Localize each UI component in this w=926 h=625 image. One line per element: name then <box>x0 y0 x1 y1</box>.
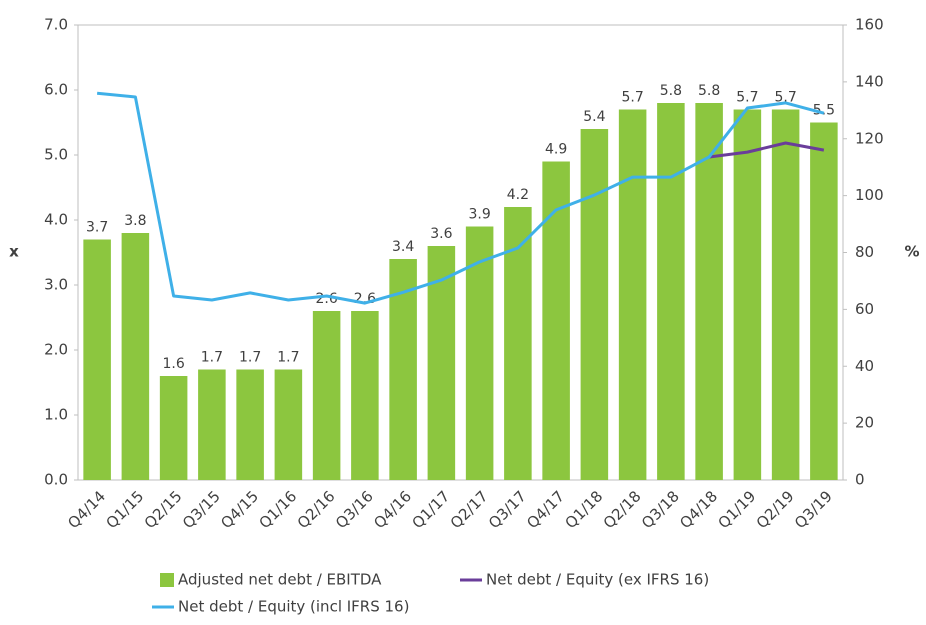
y-tick-label: 4.0 <box>44 211 68 229</box>
bar <box>312 311 341 480</box>
y-tick-label: 5.0 <box>44 146 68 164</box>
x-tick-label: Q2/19 <box>753 487 798 532</box>
y-tick-label: 7.0 <box>44 16 68 34</box>
y2-tick-label: 0 <box>855 471 865 489</box>
bar <box>618 109 647 480</box>
x-tick-label: Q1/17 <box>408 487 453 532</box>
line <box>96 91 825 305</box>
bar <box>236 369 264 480</box>
data-label: 1.7 <box>277 350 299 366</box>
bar <box>198 369 226 480</box>
x-tick-label: Q2/16 <box>294 487 339 532</box>
legend-label: Net debt / Equity (incl IFRS 16) <box>178 598 409 616</box>
data-label: 3.6 <box>430 226 452 242</box>
x-tick-label: Q3/16 <box>332 487 377 532</box>
x-tick-label: Q1/15 <box>102 487 147 532</box>
x-tick-label: Q4/15 <box>217 487 262 532</box>
data-label: 2.6 <box>315 291 337 307</box>
x-tick-label: Q3/19 <box>791 487 836 532</box>
plot-frame <box>77 24 844 481</box>
x-tick-label: Q1/18 <box>561 487 606 532</box>
bar <box>733 109 762 480</box>
data-label: 3.9 <box>468 207 490 223</box>
data-label: 1.6 <box>162 356 184 372</box>
x-tick-label: Q3/18 <box>638 487 683 532</box>
y2-tick-label: 80 <box>855 243 874 261</box>
data-label: 3.7 <box>86 220 108 236</box>
data-label: 4.9 <box>545 142 567 158</box>
x-tick-label: Q4/17 <box>523 487 568 532</box>
x-tick-label: Q2/18 <box>600 487 645 532</box>
y-tick-label: 2.0 <box>44 341 68 359</box>
data-label: 4.2 <box>507 187 529 203</box>
y2-tick-label: 60 <box>855 300 874 318</box>
bar <box>83 239 111 480</box>
data-label: 1.7 <box>239 350 261 366</box>
data-label: 5.5 <box>813 103 835 119</box>
bar <box>771 109 800 480</box>
y-tick-label: 3.0 <box>44 276 68 294</box>
y-tick-label: 1.0 <box>44 406 68 424</box>
x-tick-label: Q2/15 <box>141 487 186 532</box>
y2-tick-label: 100 <box>855 186 884 204</box>
x-tick-label: Q1/19 <box>714 487 759 532</box>
y-tick-label: 6.0 <box>44 81 68 99</box>
y-axis-label: x <box>9 243 19 261</box>
data-label: 5.8 <box>698 83 720 99</box>
bar <box>159 376 188 480</box>
x-tick-label: Q1/16 <box>255 487 300 532</box>
x-tick-label: Q4/16 <box>370 487 415 532</box>
data-label: 3.8 <box>124 213 146 229</box>
bar <box>465 226 494 480</box>
data-label: 1.7 <box>201 350 223 366</box>
x-tick-label: Q2/17 <box>447 487 492 532</box>
y2-tick-label: 160 <box>855 16 884 34</box>
y-tick-label: 0.0 <box>44 471 68 489</box>
y2-tick-label: 40 <box>855 357 874 375</box>
data-label: 5.7 <box>621 90 643 106</box>
y2-tick-label: 140 <box>855 72 884 90</box>
y2-tick-label: 20 <box>855 414 874 432</box>
bar <box>427 246 456 480</box>
bar <box>657 103 685 480</box>
x-tick-label: Q3/15 <box>179 487 224 532</box>
data-label: 5.7 <box>774 90 796 106</box>
y2-tick-label: 120 <box>855 129 884 147</box>
legend-swatch <box>160 573 174 587</box>
legend-label: Net debt / Equity (ex IFRS 16) <box>486 571 709 589</box>
data-label: 5.4 <box>583 109 605 125</box>
bar <box>542 161 570 480</box>
line <box>708 141 825 159</box>
bar <box>810 122 838 480</box>
x-tick-label: Q4/14 <box>64 487 109 532</box>
data-label: 5.8 <box>660 83 682 99</box>
bar <box>121 233 150 480</box>
bar <box>695 103 723 480</box>
legend-label: Adjusted net debt / EBITDA <box>178 571 382 589</box>
data-label: 3.4 <box>392 239 414 255</box>
bar <box>351 311 379 480</box>
bar <box>274 369 303 480</box>
x-tick-label: Q3/17 <box>485 487 530 532</box>
data-label: 5.7 <box>736 90 758 106</box>
bar <box>580 129 609 480</box>
y2-axis-label: % <box>904 243 919 261</box>
x-tick-label: Q4/18 <box>676 487 721 532</box>
